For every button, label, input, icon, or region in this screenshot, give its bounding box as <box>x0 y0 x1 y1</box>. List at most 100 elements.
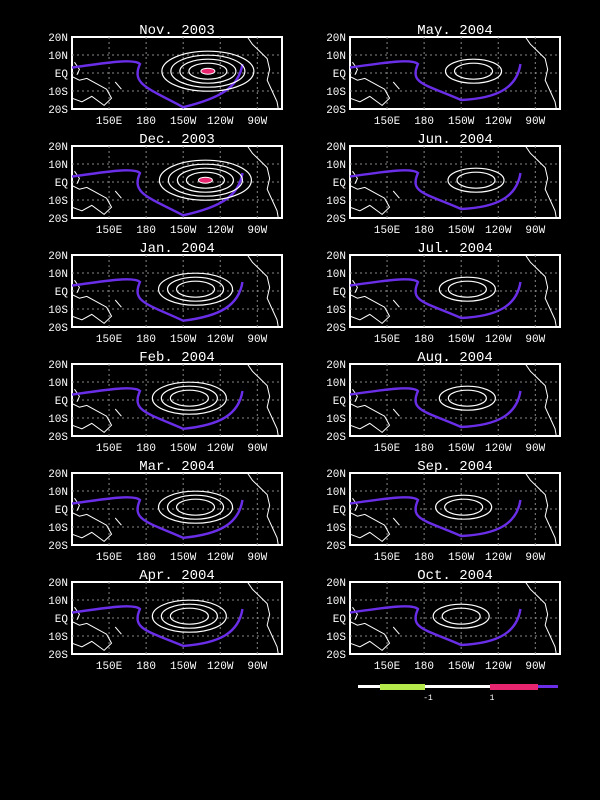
lon-tick-label: 90W <box>525 552 545 564</box>
lat-tick-label: 20S <box>48 323 68 335</box>
map-panel: May. 2004 20N 10N EQ 10S 20S 150E 180 150W 120W 90… <box>326 23 561 128</box>
isotherm-contour <box>160 385 218 411</box>
panel-title: Jun. 2004 <box>417 132 493 148</box>
lat-tick-label: 20S <box>326 105 346 117</box>
lon-tick-label: 120W <box>207 225 234 237</box>
lon-tick-label: 120W <box>485 552 512 564</box>
panel-title: Aug. 2004 <box>417 350 493 366</box>
lat-tick-label: 10N <box>326 269 346 281</box>
coastline-islands <box>352 497 400 526</box>
lat-tick-label: EQ <box>55 396 69 408</box>
isotherm-contour <box>176 167 235 193</box>
isotherm-contour <box>185 171 226 189</box>
lon-tick-label: 150E <box>374 225 401 237</box>
colorbar: -1 1 <box>358 684 558 703</box>
coastline-east <box>524 36 557 110</box>
lat-tick-label: EQ <box>55 505 69 517</box>
lat-tick-label: 20N <box>326 360 346 372</box>
lat-tick-label: 20N <box>48 360 68 372</box>
coastline-east <box>524 472 557 546</box>
lon-tick-label: 180 <box>136 443 156 455</box>
coastline-west <box>349 294 391 325</box>
lon-tick-label: 150W <box>170 443 197 455</box>
isotherm-contour <box>157 272 234 306</box>
warm-core <box>200 67 216 75</box>
lat-tick-label: 10N <box>48 487 68 499</box>
lon-tick-label: 90W <box>247 661 267 673</box>
map-panel: Apr. 2004 20N 10N EQ 10S 20S 150E 180 150W 120W 90… <box>48 568 283 673</box>
isotherm-contour <box>438 276 496 302</box>
lat-tick-label: 10S <box>326 523 346 535</box>
coastline-islands <box>74 170 122 199</box>
coastline-islands <box>352 606 400 635</box>
lon-tick-label: 150E <box>96 225 123 237</box>
zero-contour <box>349 169 522 211</box>
zero-contour <box>349 496 522 538</box>
lon-tick-label: 150E <box>374 661 401 673</box>
isotherm-contour <box>157 490 234 524</box>
lat-tick-label: 20N <box>48 33 68 45</box>
zero-contour <box>349 60 522 102</box>
coastline-east <box>524 363 557 437</box>
map-panel: Jun. 2004 20N 10N EQ 10S 20S 150E 180 150W 120W 90… <box>326 132 561 237</box>
lon-tick-label: 150W <box>448 116 475 128</box>
lon-tick-label: 150W <box>170 225 197 237</box>
lon-tick-label: 180 <box>136 225 156 237</box>
lon-tick-label: 150W <box>448 225 475 237</box>
lat-tick-label: 20S <box>48 541 68 553</box>
lon-tick-label: 90W <box>525 334 545 346</box>
lon-tick-label: 150E <box>374 116 401 128</box>
lat-tick-label: 10S <box>326 196 346 208</box>
lon-tick-label: 180 <box>414 116 434 128</box>
isotherm-contour <box>444 498 484 516</box>
lat-tick-label: EQ <box>333 396 347 408</box>
coastline-east <box>524 581 557 655</box>
panel-title: Nov. 2003 <box>139 23 215 39</box>
lat-tick-label: 20S <box>326 541 346 553</box>
coastline-islands <box>74 497 122 526</box>
colorbar-low-segment <box>380 684 425 690</box>
zero-contour <box>71 278 244 322</box>
lon-tick-label: 120W <box>207 116 234 128</box>
lon-tick-label: 150W <box>448 552 475 564</box>
lon-tick-label: 180 <box>136 334 156 346</box>
lat-tick-label: 20S <box>326 650 346 662</box>
lon-tick-label: 150E <box>96 334 123 346</box>
coastline-west <box>349 621 391 652</box>
lat-tick-label: 20S <box>48 432 68 444</box>
lon-tick-label: 90W <box>525 116 545 128</box>
lat-tick-label: 10N <box>48 269 68 281</box>
isotherm-contour <box>175 498 216 516</box>
map-panel: Dec. 2003 20N 10N EQ 10S 20S 150E 180 150W 120W 90… <box>48 132 283 237</box>
lon-tick-label: 120W <box>485 443 512 455</box>
coastline-west <box>349 76 391 107</box>
colorbar-end-segment <box>538 685 558 688</box>
colorbar-label: 1 <box>490 694 495 703</box>
panel-title: Jan. 2004 <box>139 241 215 257</box>
lat-tick-label: 10S <box>48 632 68 644</box>
isotherm-contour <box>167 163 244 197</box>
lat-tick-label: 20N <box>48 578 68 590</box>
panel-title: Apr. 2004 <box>139 568 215 584</box>
lat-tick-label: 10N <box>326 596 346 608</box>
zero-contour <box>71 387 244 431</box>
coastline-islands <box>74 388 122 417</box>
lon-tick-label: 120W <box>485 225 512 237</box>
coastline-west <box>71 185 113 216</box>
map-panel: Feb. 2004 20N 10N EQ 10S 20S 150E 180 150W 120W 90… <box>48 350 283 455</box>
isotherm-contour <box>158 159 253 201</box>
coastline-islands <box>74 61 122 90</box>
lon-tick-label: 90W <box>247 116 267 128</box>
lat-tick-label: 10N <box>48 378 68 390</box>
isotherm-contour <box>447 280 487 298</box>
lon-tick-label: 90W <box>247 334 267 346</box>
lon-tick-label: 90W <box>525 661 545 673</box>
lon-tick-label: 180 <box>414 443 434 455</box>
isotherm-contour <box>170 54 246 88</box>
map-panel: Sep. 2004 20N 10N EQ 10S 20S 150E 180 150W 120W 90… <box>326 459 561 564</box>
lat-tick-label: 20S <box>326 323 346 335</box>
lat-tick-label: 20N <box>326 33 346 45</box>
colorbar-label: -1 <box>423 694 433 703</box>
isotherm-contour <box>151 381 227 415</box>
lat-tick-label: EQ <box>55 287 69 299</box>
